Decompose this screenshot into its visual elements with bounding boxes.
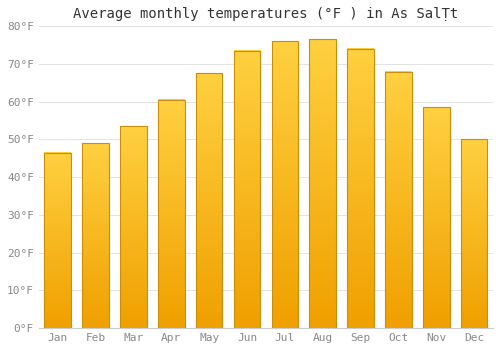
Bar — [120, 126, 146, 328]
Bar — [234, 51, 260, 328]
Bar — [82, 143, 109, 328]
Bar — [310, 40, 336, 328]
Bar — [158, 100, 184, 328]
Bar — [348, 49, 374, 328]
Bar — [385, 71, 411, 328]
Bar — [423, 107, 450, 328]
Bar — [272, 41, 298, 328]
Bar — [461, 140, 487, 328]
Bar — [196, 74, 222, 328]
Title: Average monthly temperatures (°F ) in As SalṬt: Average monthly temperatures (°F ) in As… — [74, 7, 458, 21]
Bar — [44, 153, 71, 328]
